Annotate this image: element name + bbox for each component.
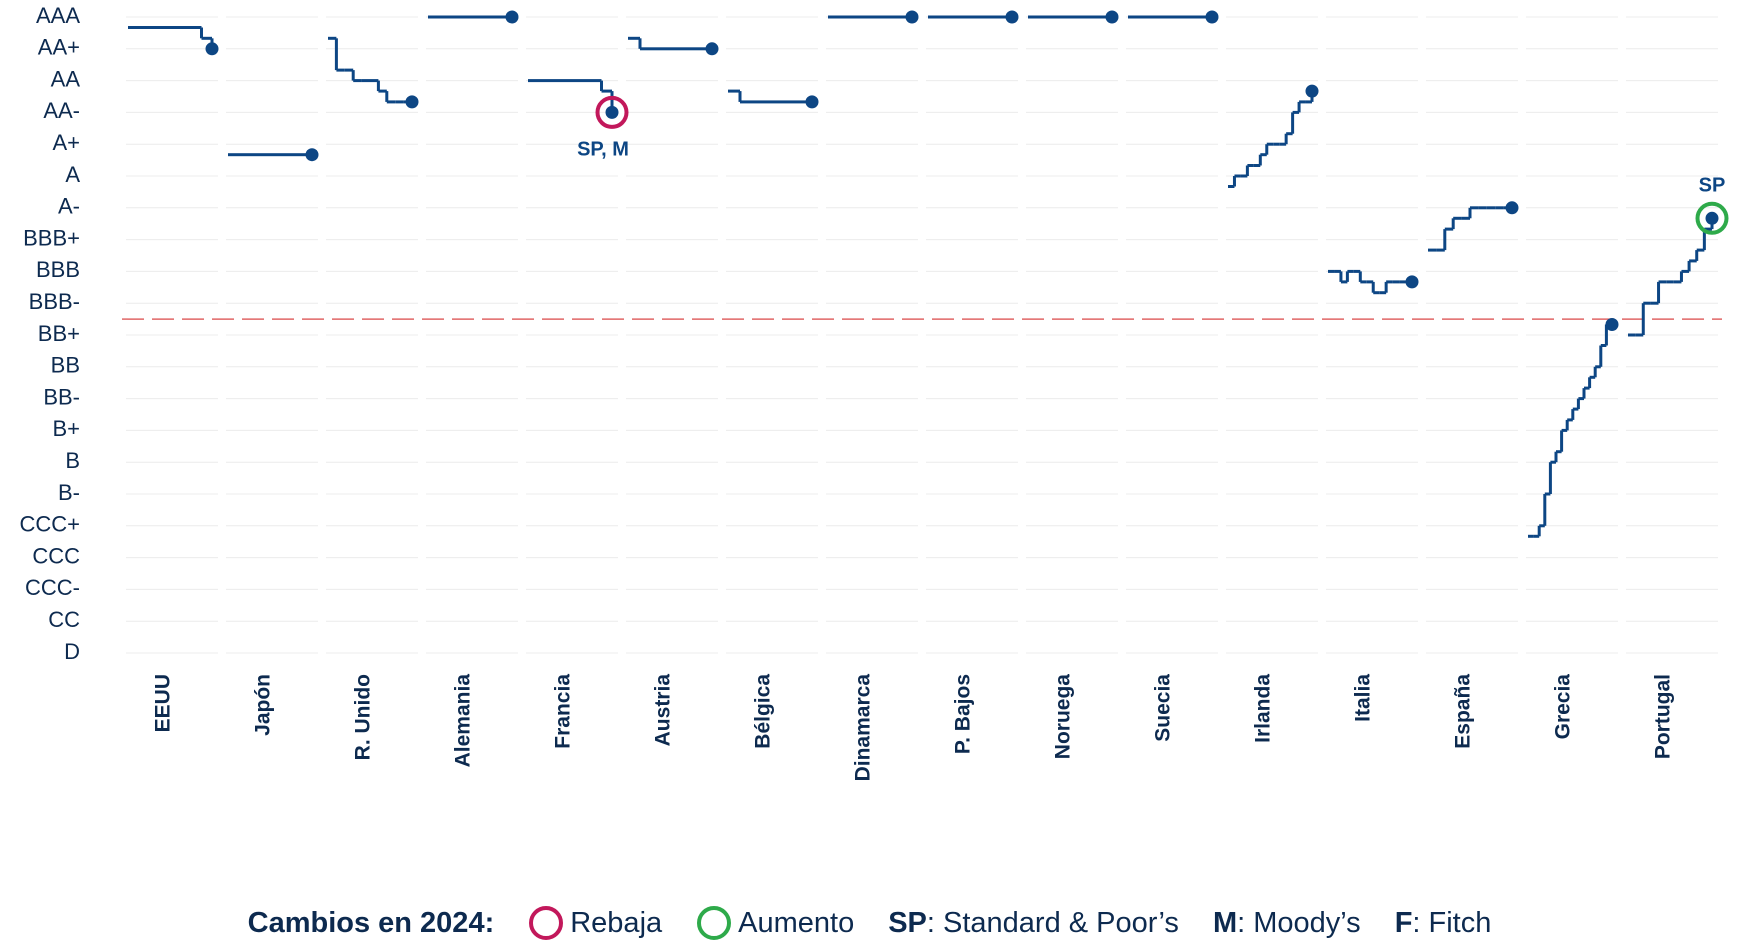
y-tick-label: CC — [48, 607, 80, 632]
x-tick-label: P. Bajos — [952, 674, 975, 754]
end-point — [205, 42, 219, 56]
end-point — [1205, 10, 1219, 24]
legend-item: Rebaja — [528, 905, 662, 941]
y-tick-label: CCC — [32, 543, 80, 568]
x-tick-label: Portugal — [1652, 674, 1675, 759]
agency-name: : Moody’s — [1237, 906, 1361, 939]
legend-item: Aumento — [696, 905, 854, 941]
x-tick-label: Austria — [652, 674, 675, 747]
legend-item: F: Fitch — [1395, 907, 1492, 940]
y-tick-label: BB+ — [38, 321, 80, 346]
y-tick-label: CCC+ — [19, 512, 80, 537]
chart: DCCCCC-CCCCCC+B-BB+BB-BBBB+BBB-BBBBBB+A-… — [19, 3, 1729, 782]
end-point — [1705, 211, 1719, 225]
legend: Cambios en 2024: Rebaja Aumento SP: Standa… — [0, 905, 1739, 941]
x-tick-label: EEUU — [152, 674, 175, 732]
legend-title: Cambios en 2024: — [247, 906, 495, 939]
y-tick-label: B- — [58, 480, 80, 505]
end-point — [1505, 201, 1519, 215]
agency-name: : Fitch — [1412, 906, 1492, 939]
end-point — [1105, 10, 1119, 24]
legend-swatch — [697, 906, 732, 940]
y-tick-label: A+ — [52, 130, 80, 155]
x-tick-label: Dinamarca — [852, 674, 875, 782]
y-tick-label: A- — [58, 194, 80, 219]
change-ring — [595, 95, 629, 129]
y-tick-label: AA+ — [38, 35, 80, 60]
y-tick-label: CCC- — [25, 575, 80, 600]
y-tick-label: BBB- — [29, 289, 80, 314]
annotation: SP, M — [577, 139, 629, 161]
y-tick-label: B — [65, 448, 80, 473]
agency-code: SP — [888, 906, 927, 939]
x-tick-label: Bélgica — [752, 674, 775, 749]
y-tick-label: AA- — [43, 98, 80, 123]
end-point — [805, 95, 819, 109]
x-tick-label: Irlanda — [1252, 674, 1275, 743]
end-point — [305, 148, 319, 162]
x-tick-label: España — [1452, 674, 1475, 749]
legend-label: Aumento — [738, 906, 855, 939]
x-tick-label: Italia — [1352, 674, 1375, 722]
legend-swatch — [529, 906, 564, 940]
y-tick-label: B+ — [52, 416, 80, 441]
x-tick-label: Grecia — [1552, 674, 1575, 740]
agency-code: M — [1212, 906, 1238, 939]
y-tick-label: AA — [51, 66, 81, 91]
y-tick-label: BB — [51, 353, 80, 378]
x-tick-label: Suecia — [1152, 674, 1175, 742]
y-tick-label: BBB — [36, 257, 80, 282]
annotation: SP — [1699, 175, 1726, 197]
end-point — [1605, 318, 1619, 332]
legend-ring — [697, 906, 732, 940]
legend-label: Rebaja — [570, 906, 663, 939]
end-point — [905, 10, 919, 24]
y-tick-label: A — [65, 162, 80, 187]
agency-name: : Standard & Poor’s — [926, 906, 1179, 939]
end-point — [405, 95, 419, 109]
end-point — [1405, 275, 1419, 289]
legend-ring — [529, 906, 564, 940]
x-tick-label: Francia — [552, 674, 575, 749]
end-point — [505, 10, 519, 24]
end-point — [705, 42, 719, 56]
x-tick-label: Alemania — [452, 674, 475, 768]
y-tick-label: AAA — [36, 3, 80, 28]
x-tick-label: Noruega — [1052, 674, 1075, 760]
end-point — [605, 105, 619, 119]
y-tick-label: BB- — [43, 384, 80, 409]
x-tick-label: Japón — [252, 674, 275, 736]
x-tick-label: R. Unido — [352, 674, 375, 760]
y-tick-label: D — [64, 639, 80, 664]
legend-item: M: Moody’s — [1213, 907, 1361, 940]
legend-item: SP: Standard & Poor’s — [888, 907, 1179, 940]
end-point — [1305, 84, 1319, 98]
agency-code: F — [1394, 906, 1413, 939]
change-ring — [1695, 201, 1729, 235]
y-tick-label: BBB+ — [23, 225, 80, 250]
end-point — [1005, 10, 1019, 24]
